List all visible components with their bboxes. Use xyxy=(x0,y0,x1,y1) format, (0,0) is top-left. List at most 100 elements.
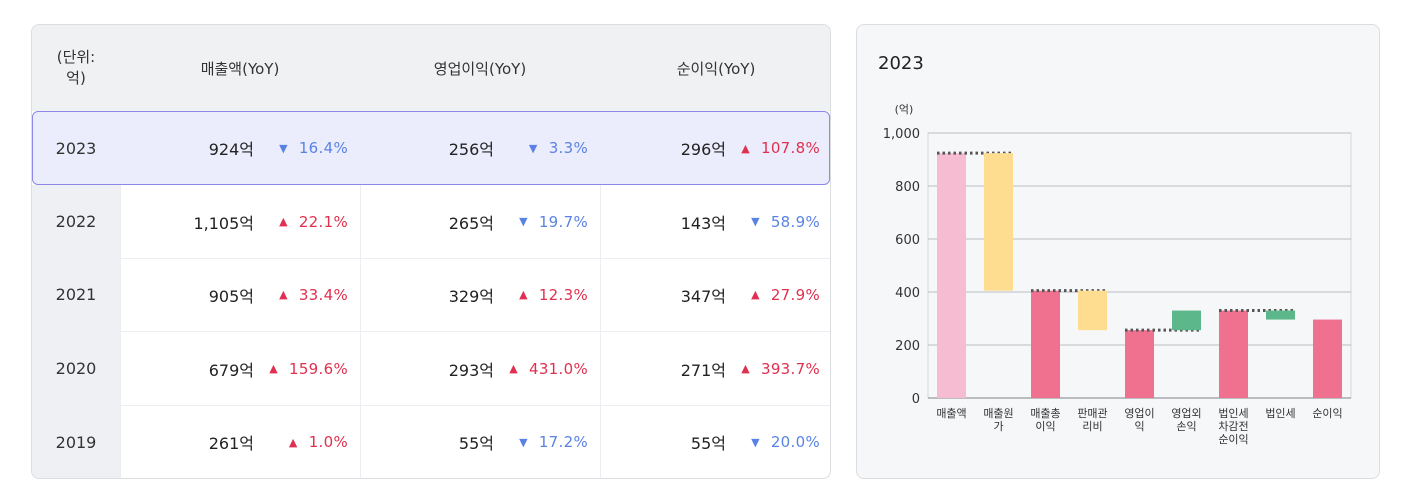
financial-table: (단위: 억) 매출액(YoY) 영업이익(YoY) 순이익(YoY) 2023… xyxy=(31,24,831,479)
yoy-change: ▲ 1.0% xyxy=(288,405,348,478)
x-category-label: 차감전 xyxy=(1218,420,1248,433)
triangle-up-icon: ▲ xyxy=(519,288,528,301)
y-tick-label: 800 xyxy=(895,180,920,195)
net-profit-cell: 55억 ▼ 20.0% xyxy=(600,405,830,478)
yoy-change: ▲ 159.6% xyxy=(269,332,348,405)
operating-profit-header: 영업이익(YoY) xyxy=(433,59,527,78)
yoy-percent: 33.4% xyxy=(298,285,348,304)
yoy-change: ▲ 27.9% xyxy=(751,258,820,331)
x-category-label: 영업외 xyxy=(1171,407,1201,420)
x-category-label: 이익 xyxy=(1035,420,1055,433)
yoy-percent: 393.7% xyxy=(761,359,820,378)
yoy-change: ▼ 20.0% xyxy=(751,405,820,478)
triangle-down-icon: ▼ xyxy=(751,435,760,449)
x-category-label: 법인세 xyxy=(1218,407,1248,420)
yoy-change: ▲ 22.1% xyxy=(279,185,348,258)
waterfall-bar xyxy=(1266,310,1295,320)
selected-row-highlight xyxy=(32,111,830,185)
x-category-label: 순이익 xyxy=(1312,407,1342,420)
revenue-cell: 905억 ▲ 33.4% xyxy=(120,258,360,331)
x-category-label: 법인세 xyxy=(1265,407,1295,420)
triangle-down-icon: ▼ xyxy=(279,141,288,155)
yoy-percent: 107.8% xyxy=(761,139,820,157)
yoy-percent: 20.0% xyxy=(770,433,820,451)
amount-value: 679억 xyxy=(208,360,254,380)
yoy-percent: 19.7% xyxy=(538,212,588,231)
waterfall-chart-card: 2023 0 200 400 600 800 1,000 (억) 매출액 매출원 가 매출총 이익 판매… xyxy=(856,24,1380,479)
x-category-label: 판매관 xyxy=(1077,407,1107,420)
x-category-label: 순이익 xyxy=(1218,433,1248,446)
amount-value: 905억 xyxy=(208,286,254,306)
table-row[interactable]: 2022 1,105억 ▲ 22.1% 265억 ▼ 19.7% 143억 ▼ 58.9% xyxy=(32,185,830,259)
amount-value: 924억 xyxy=(208,140,254,159)
amount-value: 55억 xyxy=(458,434,494,453)
yoy-change: ▼ 3.3% xyxy=(529,111,588,185)
triangle-up-icon: ▲ xyxy=(741,141,750,155)
triangle-down-icon: ▼ xyxy=(519,215,528,228)
waterfall-bar xyxy=(1313,319,1342,398)
yoy-change: ▼ 58.9% xyxy=(751,185,820,258)
x-category-label: 익 xyxy=(1134,420,1144,433)
triangle-down-icon: ▼ xyxy=(528,141,538,155)
yoy-percent: 22.1% xyxy=(298,212,348,231)
amount-value: 329억 xyxy=(448,286,494,306)
y-tick-label: 1,000 xyxy=(883,127,920,142)
net-profit-header: 순이익(YoY) xyxy=(676,59,756,78)
year-cell: 2020 xyxy=(32,332,120,405)
amount-value: 265억 xyxy=(448,213,494,233)
amount-value: 296억 xyxy=(680,140,726,159)
operating-profit-cell: 293억 ▲ 431.0% xyxy=(360,332,600,405)
table-row[interactable]: 2023 924억 ▼ 16.4% 256억 ▼ 3.3% 296억 ▲ 107.8% xyxy=(32,111,830,185)
table-row[interactable]: 2019 261억 ▲ 1.0% 55억 ▼ 17.2% 55억 ▼ 20.0% xyxy=(32,405,830,478)
waterfall-bar xyxy=(1125,330,1154,398)
table-row[interactable]: 2021 905억 ▲ 33.4% 329억 ▲ 12.3% 347억 ▲ 27.9% xyxy=(32,258,830,332)
revenue-cell: 679억 ▲ 159.6% xyxy=(120,332,360,405)
waterfall-bar xyxy=(937,153,966,398)
amount-value: 256억 xyxy=(448,140,494,159)
year-cell: 2019 xyxy=(32,405,120,478)
y-axis-unit-label: (억) xyxy=(895,103,914,116)
yoy-change: ▲ 12.3% xyxy=(519,258,588,331)
net-profit-cell: 296억 ▲ 107.8% xyxy=(600,111,830,185)
triangle-up-icon: ▲ xyxy=(751,288,760,301)
table-row[interactable]: 2020 679억 ▲ 159.6% 293억 ▲ 431.0% 271억 ▲ 393.7% xyxy=(32,332,830,406)
operating-profit-cell: 265억 ▼ 19.7% xyxy=(360,185,600,258)
year-cell: 2022 xyxy=(32,185,120,258)
amount-value: 1,105억 xyxy=(193,213,254,233)
waterfall-bar xyxy=(1031,290,1060,398)
yoy-percent: 3.3% xyxy=(548,139,588,157)
table-header: (단위: 억) 매출액(YoY) 영업이익(YoY) 순이익(YoY) xyxy=(32,25,830,111)
revenue-cell: 924억 ▼ 16.4% xyxy=(120,111,360,185)
triangle-down-icon: ▼ xyxy=(751,215,760,228)
triangle-down-icon: ▼ xyxy=(519,435,528,449)
y-tick-label: 600 xyxy=(895,233,920,248)
amount-value: 293억 xyxy=(448,360,494,380)
amount-value: 347억 xyxy=(680,286,726,306)
waterfall-bar xyxy=(1078,290,1107,331)
revenue-cell: 261억 ▲ 1.0% xyxy=(120,405,360,478)
yoy-change: ▼ 17.2% xyxy=(519,405,588,478)
operating-profit-cell: 256억 ▼ 3.3% xyxy=(360,111,600,185)
x-category-label: 매출원 xyxy=(983,407,1013,420)
amount-value: 261억 xyxy=(208,434,254,453)
waterfall-bar xyxy=(1172,310,1201,331)
y-tick-label: 200 xyxy=(895,339,920,354)
x-category-label: 가 xyxy=(993,420,1003,433)
x-category-label: 영업이 xyxy=(1124,407,1154,420)
triangle-up-icon: ▲ xyxy=(269,362,278,375)
x-category-label: 손익 xyxy=(1176,420,1196,433)
yoy-percent: 17.2% xyxy=(538,433,588,451)
unit-header: (단위: 억) xyxy=(56,48,96,87)
revenue-cell: 1,105억 ▲ 22.1% xyxy=(120,185,360,258)
x-category-label: 리비 xyxy=(1082,420,1102,433)
yoy-percent: 27.9% xyxy=(770,285,820,304)
y-tick-label: 400 xyxy=(895,286,920,301)
year-cell: 2023 xyxy=(55,138,97,158)
operating-profit-cell: 55억 ▼ 17.2% xyxy=(360,405,600,478)
yoy-percent: 12.3% xyxy=(538,285,588,304)
yoy-percent: 58.9% xyxy=(770,212,820,231)
net-profit-cell: 143억 ▼ 58.9% xyxy=(600,185,830,258)
revenue-header: 매출액(YoY) xyxy=(200,59,280,78)
triangle-up-icon: ▲ xyxy=(288,435,298,449)
